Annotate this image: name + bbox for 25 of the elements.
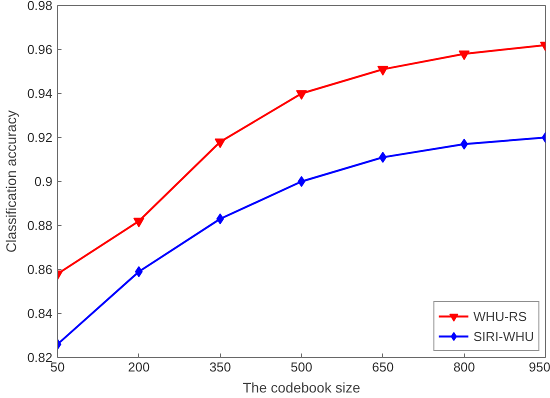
point — [458, 50, 470, 60]
legend-label: SIRI-WHU — [473, 328, 534, 344]
x-tick-label: 950 — [528, 360, 550, 374]
y-tick-label: 0.98 — [27, 0, 53, 13]
y-tick-label: 0.84 — [27, 306, 53, 321]
y-tick-label: 0.88 — [27, 218, 53, 233]
point — [377, 66, 388, 76]
x-tick-label: 650 — [372, 360, 394, 374]
point — [298, 176, 306, 187]
x-tick-label: 350 — [209, 360, 232, 374]
x-axis-title: The codebook size — [242, 380, 360, 396]
y-tick-label: 0.96 — [27, 42, 53, 57]
point — [133, 218, 144, 228]
x-tick-label: 200 — [128, 360, 150, 374]
y-tick-label: 0.92 — [27, 130, 53, 145]
x-tick-label: 50 — [50, 360, 65, 374]
x-tick-label: 500 — [290, 360, 312, 374]
legend-label: WHU-RS — [473, 308, 527, 324]
point — [214, 138, 226, 148]
y-tick-label: 0.86 — [27, 262, 53, 277]
y-tick-label: 0.9 — [34, 174, 53, 189]
point — [296, 90, 307, 100]
y-axis-title: Classification accuracy — [3, 110, 20, 253]
x-tick-label: 800 — [453, 360, 476, 374]
y-tick-label: 0.94 — [27, 86, 53, 101]
